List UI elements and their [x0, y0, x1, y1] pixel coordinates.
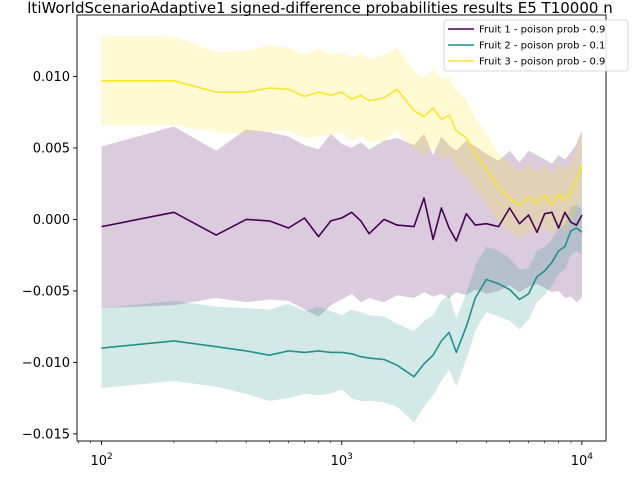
legend-label-series-1: Fruit 1 - poison prob - 0.9: [479, 25, 605, 36]
y-tick-label: −0.015: [22, 427, 70, 442]
legend-label-series-3: Fruit 3 - poison prob - 0.9: [479, 57, 605, 68]
line-series-1: [101, 197, 583, 242]
y-tick-label: −0.010: [22, 356, 70, 371]
line-series-2: [101, 227, 583, 378]
y-tick-label: 0.005: [33, 141, 70, 156]
chart-title: ltiWorldScenarioAdaptive1 signed-differe…: [27, 0, 612, 17]
legend-label-series-2: Fruit 2 - poison prob - 0.1: [479, 41, 605, 52]
x-tick-label: 102: [90, 452, 112, 469]
line-series-3: [101, 80, 583, 206]
x-tick-label: 104: [571, 452, 594, 469]
axes: −0.015 −0.010 −0.005 0.000 0.005 0.010 102 103 1…: [22, 14, 607, 469]
y-tick-label: 0.000: [33, 213, 70, 228]
band-series-1: [101, 126, 582, 317]
plot-area: [101, 36, 583, 423]
y-tick-label: −0.005: [22, 284, 70, 299]
y-tick-label: 0.010: [33, 70, 70, 85]
x-tick-label: 103: [331, 452, 353, 469]
legend-box: [443, 19, 629, 72]
legend: Fruit 1 - poison prob - 0.9 Fruit 2 - poi…: [443, 19, 629, 72]
band-series-3: [101, 36, 582, 239]
band-series-2: [101, 205, 582, 423]
